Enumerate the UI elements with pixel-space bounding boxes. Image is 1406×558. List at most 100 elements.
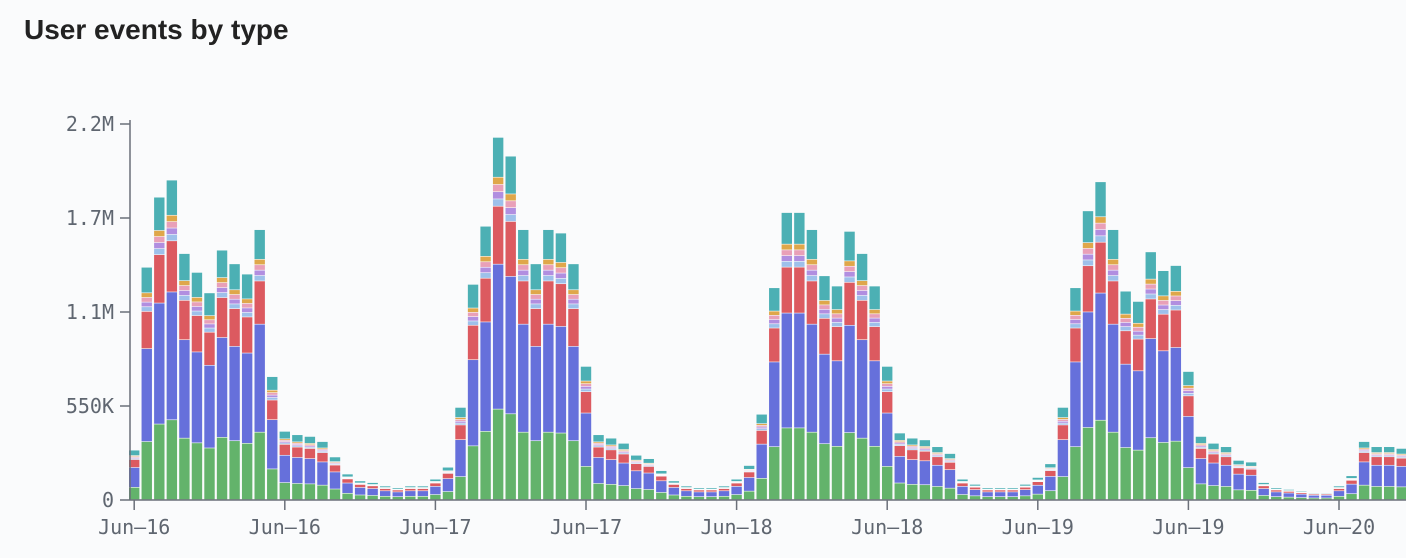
bar-segment	[593, 443, 604, 445]
bar-segment	[794, 261, 805, 267]
bar-segment	[1208, 463, 1219, 486]
bar-segment	[1158, 300, 1169, 305]
bar-segment	[480, 431, 491, 500]
bar-segment	[254, 229, 265, 260]
bar-segment	[1145, 438, 1156, 500]
bar-segment	[1296, 493, 1307, 494]
bar-segment	[932, 447, 943, 453]
bar-segment	[279, 443, 290, 445]
bar-segment	[1057, 423, 1069, 425]
bar-segment	[204, 448, 215, 500]
bar-segment	[455, 407, 466, 418]
bar-segment	[229, 299, 240, 304]
bar-segment	[1120, 291, 1131, 314]
bar-segment	[894, 442, 905, 443]
bar-segment	[743, 472, 755, 478]
bar-segment	[894, 443, 905, 445]
bar-segment	[1032, 485, 1043, 494]
bar-segment	[141, 311, 152, 349]
bar-segment	[555, 278, 567, 284]
bar-segment	[154, 303, 165, 424]
bar-segment	[856, 285, 868, 291]
bar-segment	[1220, 465, 1232, 487]
bar-segment	[957, 483, 968, 487]
bar-segment	[179, 300, 190, 340]
bar-segment	[467, 325, 479, 360]
bar-segment	[467, 360, 479, 446]
bar-segment	[279, 444, 290, 455]
bar-segment	[530, 299, 541, 304]
bar-segment	[1208, 453, 1219, 454]
bar-segment	[919, 440, 931, 447]
bar-segment	[229, 346, 240, 441]
bar-segment	[279, 440, 290, 442]
bar-segment	[869, 309, 880, 314]
bar-segment	[166, 420, 178, 500]
bar-segment	[957, 479, 968, 482]
bar-segment	[179, 280, 190, 286]
bar-segment	[718, 496, 730, 500]
bar-segment	[781, 313, 792, 428]
bar-segment	[241, 443, 253, 500]
bar-segment	[1183, 416, 1194, 468]
bar-segment	[618, 485, 629, 500]
bar-segment	[1020, 496, 1031, 500]
bar-segment	[518, 229, 529, 260]
bar-segment	[1183, 385, 1194, 388]
bar-segment	[1120, 322, 1131, 327]
bar-segment	[141, 348, 152, 442]
chart-title: User events by type	[24, 14, 289, 45]
bar-segment	[229, 441, 240, 500]
bar-segment	[844, 261, 855, 266]
bar-segment	[831, 326, 843, 361]
x-tick-label: Jun–19	[1002, 515, 1074, 539]
bar-segment	[1145, 294, 1156, 299]
bar-segment	[442, 491, 454, 500]
bar-segment	[455, 440, 466, 477]
bar-segment	[668, 481, 680, 483]
bar-segment	[919, 446, 931, 448]
bar-segment	[1195, 443, 1207, 445]
bar-segment	[492, 199, 504, 206]
bar-segment	[1107, 281, 1119, 324]
bar-segment	[769, 328, 780, 362]
bar-segment	[304, 443, 316, 445]
bar-segment	[894, 456, 905, 483]
bar-segment	[1170, 296, 1182, 301]
bar-segment	[831, 446, 843, 500]
bar-segment	[342, 493, 353, 500]
bar-segment	[555, 326, 567, 433]
bar-segment	[1095, 229, 1106, 236]
bar-segment	[1296, 494, 1307, 498]
bar-segment	[518, 259, 529, 265]
bar-segment	[467, 312, 479, 317]
bar-segment	[254, 432, 265, 500]
bar-segment	[392, 490, 403, 492]
bar-segment	[1258, 495, 1269, 500]
bar-segment	[405, 486, 416, 488]
bar-segment	[417, 491, 429, 496]
bar-segment	[141, 307, 152, 312]
bar-segment	[518, 281, 529, 324]
bar-segment	[944, 470, 956, 488]
bar-segment	[241, 353, 253, 443]
bar-segment	[1133, 335, 1144, 339]
bar-segment	[229, 290, 240, 295]
bar-segment	[1396, 458, 1406, 467]
y-tick-label: 550K	[66, 394, 114, 418]
bar-segment	[681, 488, 692, 491]
bar-segment	[781, 261, 792, 267]
bar-segment	[216, 287, 228, 293]
bar-segment	[166, 292, 178, 420]
bar-segment	[1007, 488, 1018, 489]
bar-segment	[856, 295, 868, 301]
bar-segment	[568, 294, 579, 299]
bar-segment	[543, 259, 554, 265]
bar-segment	[781, 212, 792, 244]
bar-segment	[129, 487, 140, 500]
bar-segment	[1245, 469, 1257, 475]
bar-segment	[1283, 493, 1294, 497]
bar-segment	[267, 390, 278, 393]
bar-segment	[869, 286, 880, 310]
